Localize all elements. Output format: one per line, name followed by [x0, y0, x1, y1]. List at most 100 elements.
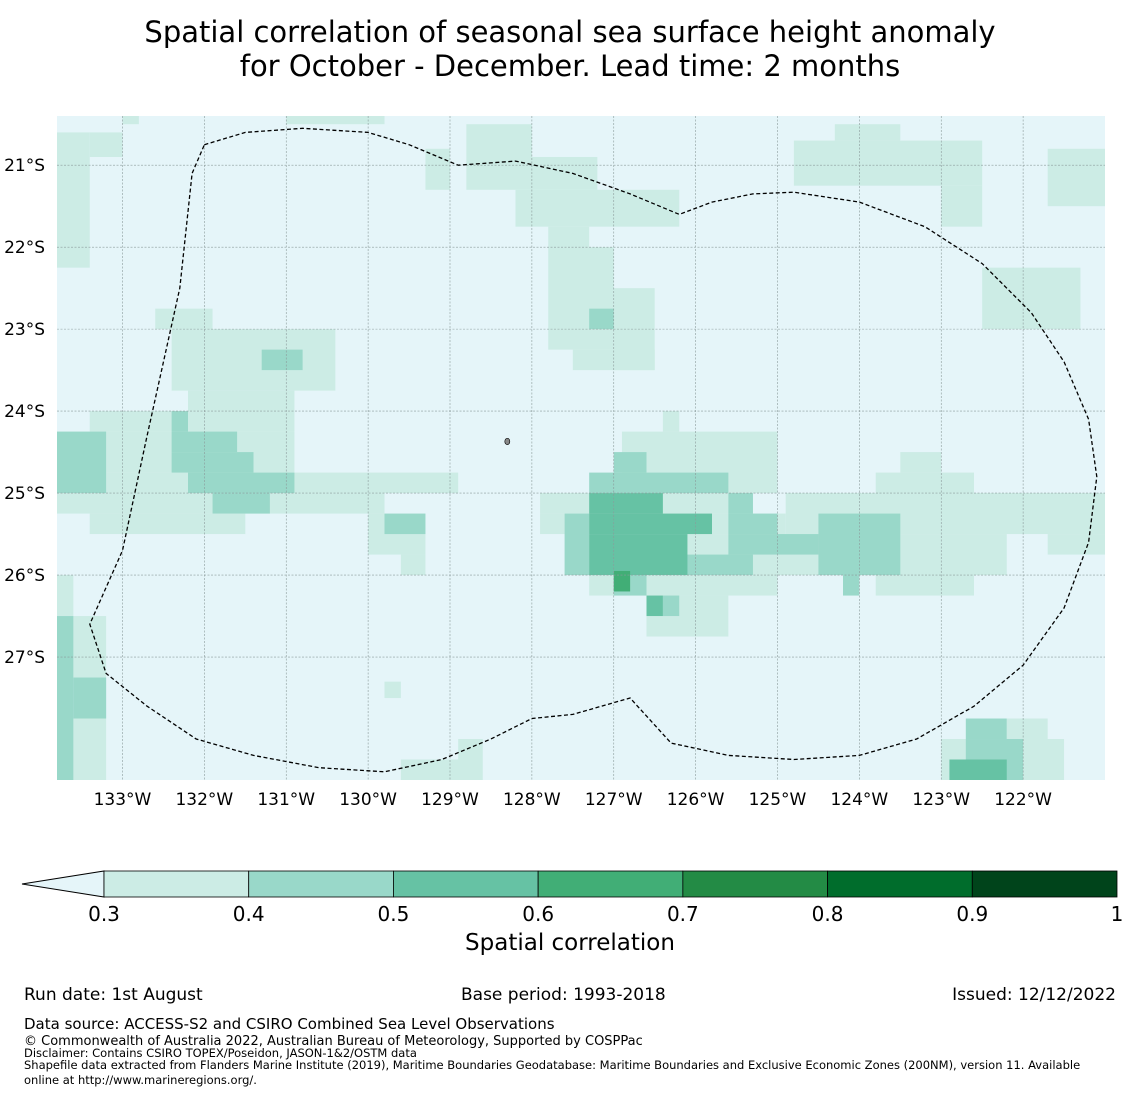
- colorbar-bin: [827, 870, 973, 898]
- colorbar-bin: [682, 870, 828, 898]
- correlation-cell: [73, 677, 107, 719]
- correlation-cell: [564, 513, 590, 576]
- colorbar-tick-label: 1: [1111, 902, 1124, 926]
- y-tick-label: 22°S: [4, 238, 45, 258]
- correlation-cell: [728, 534, 819, 555]
- colorbar: 0.3 0.4 0.5 0.6 0.7 0.8 0.9 1: [21, 870, 1124, 926]
- run-date: Run date: 1st August: [24, 985, 203, 1005]
- y-tick-label: 26°S: [4, 566, 45, 586]
- correlation-cell: [941, 185, 983, 227]
- correlation-cell: [89, 132, 123, 157]
- correlation-cell: [1006, 718, 1048, 740]
- correlation-cell: [171, 452, 254, 473]
- colorbar-bin: [103, 870, 250, 898]
- correlation-cell: [679, 554, 753, 576]
- correlation-cell: [548, 226, 590, 248]
- colorbar-bin: [248, 870, 394, 898]
- correlation-cell: [188, 390, 295, 412]
- disclaimer: Disclaimer: Contains CSIRO TOPEX/Poseido…: [24, 1046, 417, 1060]
- correlation-cell: [384, 681, 401, 699]
- x-tick-label: 125°W: [749, 790, 807, 810]
- eez-boundary: [89, 127, 1098, 773]
- colorbar-bin: [971, 870, 1118, 898]
- correlation-cell: [400, 759, 483, 780]
- correlation-cell: [89, 411, 295, 432]
- correlation-cell: [466, 124, 532, 157]
- correlation-cell: [793, 140, 983, 186]
- x-tick-label: 131°W: [257, 790, 315, 810]
- correlation-cell: [400, 554, 426, 576]
- colorbar-tick-label: 0.5: [378, 902, 410, 926]
- chart-title-line-2: for October - December. Lead time: 2 mon…: [239, 49, 901, 83]
- correlation-cell: [384, 513, 426, 535]
- correlation-cell: [875, 575, 974, 596]
- correlation-cell: [589, 472, 729, 494]
- issued-date: Issued: 12/12/2022: [952, 985, 1116, 1005]
- correlation-cell: [89, 513, 246, 535]
- correlation-cell: [286, 116, 385, 125]
- shapefile-url: online at http://www.marineregions.org/.: [24, 1073, 257, 1087]
- colorbar-tick-label: 0.9: [956, 902, 988, 926]
- correlation-cell: [122, 116, 139, 125]
- correlation-cell: [589, 493, 663, 514]
- correlation-map: 133°W 132°W 131°W 130°W 129°W 128°W 127°W 126°W…: [4, 116, 1105, 810]
- base-period: Base period: 1993-2018: [461, 985, 666, 1005]
- y-tick-label: 25°S: [4, 484, 45, 504]
- x-tick-label: 126°W: [667, 790, 725, 810]
- correlation-cell: [589, 534, 688, 576]
- correlation-cell: [515, 189, 680, 227]
- x-tick-label: 128°W: [503, 790, 561, 810]
- colorbar-label: Spatial correlation: [465, 930, 675, 956]
- correlation-cell: [728, 493, 753, 514]
- correlation-cell: [188, 472, 295, 494]
- correlation-cell: [1047, 534, 1105, 555]
- copyright: © Commonwealth of Australia 2022, Austra…: [24, 1034, 643, 1049]
- island: [504, 437, 511, 445]
- x-tick-label: 124°W: [830, 790, 888, 810]
- correlation-cell: [458, 739, 483, 760]
- correlation-cell: [949, 759, 1007, 780]
- colorbar-extend-arrow: [21, 870, 105, 898]
- correlation-cell: [662, 411, 680, 432]
- correlation-cell: [171, 411, 188, 432]
- correlation-cell: [843, 575, 860, 596]
- data-source: Data source: ACCESS-S2 and CSIRO Combine…: [24, 1015, 555, 1033]
- correlation-cell: [613, 452, 647, 473]
- correlation-cell: [1047, 148, 1105, 207]
- correlation-cell: [171, 329, 336, 391]
- correlation-cell: [982, 267, 1081, 330]
- x-tick-label: 132°W: [175, 790, 233, 810]
- y-tick-label: 21°S: [4, 156, 45, 176]
- x-tick-label: 129°W: [421, 790, 479, 810]
- correlation-cell: [425, 148, 450, 190]
- colorbar-tick-label: 0.6: [522, 902, 554, 926]
- colorbar-bin: [537, 870, 684, 898]
- shapefile-credit: Shapefile data extracted from Flanders M…: [24, 1058, 1081, 1072]
- correlation-cell: [261, 349, 303, 371]
- x-tick-label: 123°W: [912, 790, 970, 810]
- correlation-cell: [646, 595, 663, 617]
- correlation-cell: [589, 308, 614, 330]
- colorbar-tick-label: 0.7: [667, 902, 699, 926]
- colorbar-tick-label: 0.3: [88, 902, 120, 926]
- y-tick-label: 27°S: [4, 648, 45, 668]
- y-tick-label: 23°S: [4, 320, 45, 340]
- correlation-cell: [57, 575, 74, 617]
- x-tick-label: 133°W: [94, 790, 152, 810]
- colorbar-tick-label: 0.4: [233, 902, 265, 926]
- colorbar-tick-label: 0.8: [812, 902, 844, 926]
- x-tick-label: 127°W: [585, 790, 643, 810]
- colorbar-bin: [393, 870, 539, 898]
- correlation-cell: [212, 493, 270, 514]
- y-tick-label: 24°S: [4, 402, 45, 422]
- correlation-cell: [728, 513, 778, 535]
- correlation-cell: [57, 431, 107, 494]
- correlation-cell: [965, 718, 1007, 740]
- correlation-cell: [875, 472, 974, 494]
- correlation-cell: [572, 349, 655, 371]
- correlation-cell: [662, 595, 680, 617]
- correlation-cell: [900, 452, 942, 473]
- correlation-cell: [589, 513, 712, 535]
- chart-title-line-1: Spatial correlation of seasonal sea surf…: [144, 15, 996, 49]
- correlation-cell: [613, 570, 631, 592]
